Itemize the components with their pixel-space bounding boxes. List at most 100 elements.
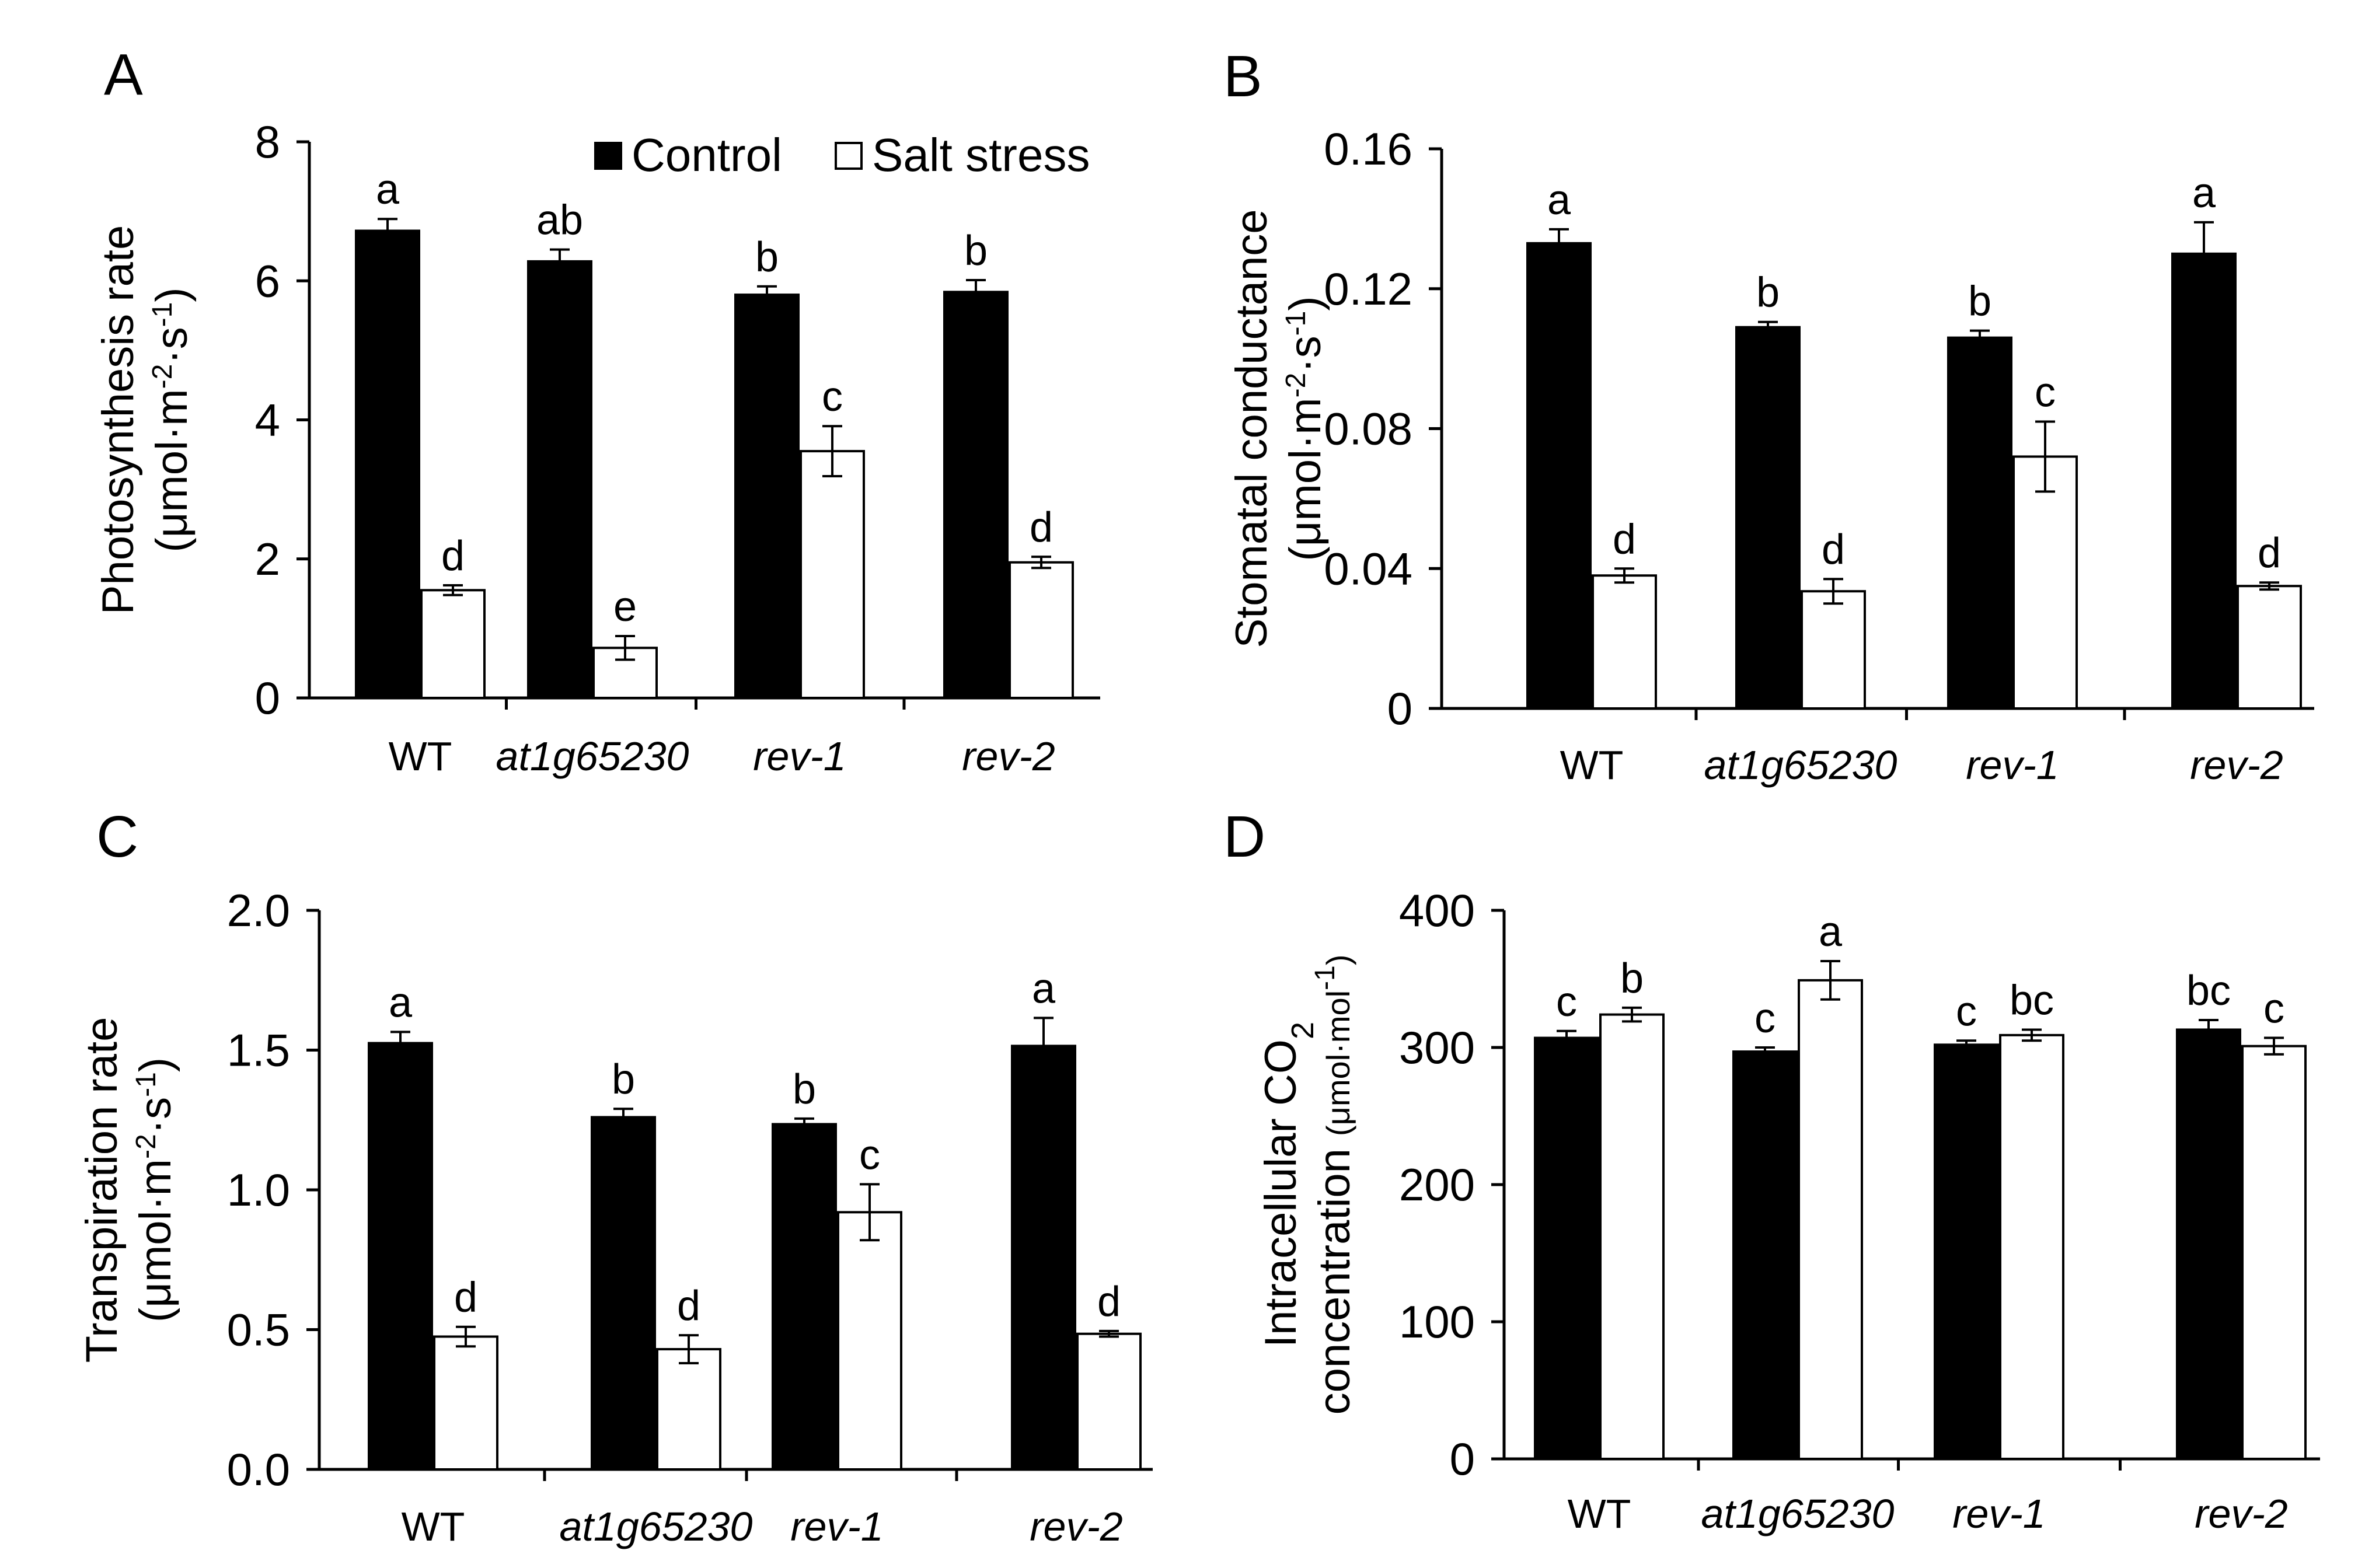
panel-b: B 0 0.04 0.08 0.12 0.16 WT at1g65230 rev-1 rev-2 a… <box>1223 44 2314 788</box>
significance-letter: c <box>1956 988 1977 1035</box>
y-axis-title-line1: Photosynthesis rate <box>93 225 143 615</box>
y-axis-title-text: Stomatal conductance <box>1227 209 1276 648</box>
significance-letter: b <box>612 1056 635 1103</box>
significance-letter: b <box>964 228 988 274</box>
y-tick-label: 1.0 <box>227 1164 290 1216</box>
y-tick-label: 0.0 <box>227 1444 290 1495</box>
significance-letter: d <box>1097 1279 1121 1325</box>
significance-letter: ab <box>536 197 583 244</box>
y-axis-unit-superscript: -2 <box>131 1134 162 1159</box>
bar-salt-stress <box>1999 1033 2064 1460</box>
bar-salt-stress <box>1592 574 1657 710</box>
bar-control <box>1011 1045 1076 1471</box>
y-axis-title: Intracellular CO2concentration (μmol·mol… <box>1256 955 1359 1415</box>
bar-salt-stress <box>1076 1332 1142 1471</box>
category-label: WT <box>1568 1491 1631 1536</box>
bar-control <box>1934 1043 1999 1461</box>
category-label: at1g65230 <box>1701 1491 1895 1536</box>
y-axis-unit: ) <box>147 287 197 302</box>
bar-control <box>1732 1050 1798 1461</box>
legend: Control Salt stress <box>594 129 1090 181</box>
category-label: rev-2 <box>2190 742 2283 788</box>
y-tick-label: 1.5 <box>227 1025 290 1076</box>
y-axis-unit: ) <box>1281 296 1330 310</box>
y-tick-label: 400 <box>1399 885 1475 936</box>
bar-control <box>355 229 420 700</box>
significance-letter: c <box>1556 979 1577 1025</box>
significance-letter: d <box>1030 504 1053 551</box>
significance-letter: c <box>822 373 843 420</box>
y-tick-label: 6 <box>255 255 280 306</box>
bar-salt-stress <box>1801 590 1866 710</box>
y-axis-unit: (μmol·m <box>1281 397 1330 561</box>
y-axis-title-line1: Intracellular CO2 <box>1256 1022 1320 1347</box>
significance-letter: a <box>1032 965 1056 1012</box>
y-axis-unit: ·s <box>147 327 197 364</box>
category-label: WT <box>1560 742 1624 788</box>
y-axis-title-text: Photosynthesis rate <box>93 225 143 615</box>
y-tick-label: 0 <box>1450 1433 1475 1485</box>
y-axis-unit-superscript: -1 <box>147 302 178 327</box>
category-label: at1g65230 <box>560 1504 753 1549</box>
significance-letter: b <box>1756 270 1780 316</box>
bar-control <box>772 1123 837 1471</box>
y-axis-title-line2: concentration (μmol·mol-1) <box>1310 955 1360 1415</box>
bar-salt-stress <box>800 450 865 699</box>
y-tick-label: 0 <box>255 672 280 724</box>
y-axis-title-line1: Stomatal conductance <box>1227 209 1276 648</box>
y-axis-unit: (μmol·m <box>147 389 197 552</box>
y-tick-label: 0.08 <box>1324 403 1412 455</box>
bar-control <box>943 291 1009 699</box>
bar-control <box>734 294 800 699</box>
y-axis-unit-superscript: -1 <box>131 1072 162 1097</box>
category-label: WT <box>389 734 452 779</box>
y-axis-unit: ) <box>131 1057 180 1072</box>
bar-control <box>1735 326 1801 710</box>
y-tick-label: 0 <box>1387 683 1412 734</box>
y-tick-label: 0.04 <box>1324 543 1412 594</box>
category-label: rev-1 <box>753 734 846 779</box>
significance-letter: b <box>755 234 779 281</box>
y-axis-title-subscript: 2 <box>1285 1022 1320 1039</box>
category-label: rev-2 <box>1030 1504 1122 1549</box>
significance-letter: d <box>454 1274 477 1321</box>
bar-control <box>1534 1036 1599 1461</box>
y-axis-unit-superscript: -1 <box>1281 311 1311 336</box>
bar-salt-stress <box>837 1211 902 1471</box>
panel-label-d: D <box>1223 804 1265 869</box>
significance-letter: a <box>1819 909 1843 955</box>
category-label: at1g65230 <box>496 734 689 779</box>
y-tick-label: 8 <box>255 116 280 167</box>
y-axis-title: Transpiration rate(μmol·m-2·s-1) <box>77 1017 180 1363</box>
category-label: at1g65230 <box>1704 742 1897 788</box>
y-axis-unit: ·s <box>1281 336 1330 372</box>
y-tick-label: 2 <box>255 533 280 585</box>
y-tick-label: 0.16 <box>1324 123 1412 174</box>
category-label: rev-1 <box>790 1504 883 1549</box>
significance-letter: bc <box>2010 977 2054 1024</box>
y-tick-label: 0.12 <box>1324 263 1412 315</box>
y-axis-unit-superscript: -2 <box>147 364 178 389</box>
significance-letter: c <box>859 1132 880 1178</box>
bar-control <box>1526 242 1592 710</box>
panel-label-b: B <box>1223 44 1262 109</box>
y-tick-label: 4 <box>255 394 280 446</box>
significance-letter: bc <box>2186 968 2231 1014</box>
y-axis-title-line1: Transpiration rate <box>77 1017 127 1363</box>
legend-label-control: Control <box>632 129 782 181</box>
y-axis-unit: (μmol·m <box>131 1159 180 1322</box>
panel-label-c: C <box>96 804 138 869</box>
y-tick-label: 300 <box>1399 1022 1475 1073</box>
y-axis-title-text: concentration <box>1310 1136 1359 1415</box>
significance-letter: a <box>2192 170 2216 216</box>
y-axis-title-line2: (μmol·m-2·s-1) <box>147 287 197 552</box>
bar-salt-stress <box>433 1335 498 1471</box>
bar-salt-stress <box>1599 1013 1665 1460</box>
significance-letter: b <box>1620 955 1644 1002</box>
significance-letter: b <box>793 1066 816 1113</box>
y-axis-unit: ) <box>1320 955 1356 966</box>
significance-letter: d <box>2258 530 2281 577</box>
significance-letter: e <box>613 584 637 630</box>
legend-swatch-control <box>594 142 622 170</box>
